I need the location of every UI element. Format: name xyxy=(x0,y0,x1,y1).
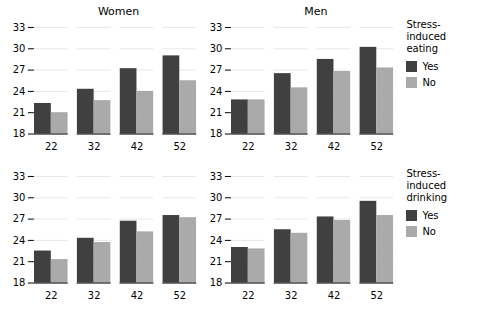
svg-text:22: 22 xyxy=(242,290,255,301)
html-text:Stress- induced eating: Stress- induced eating xyxy=(406,19,447,54)
svg-text:30: 30 xyxy=(13,192,26,203)
html-text:Stress- induced drinking: Stress- induced drinking xyxy=(406,168,448,204)
svg-text:22: 22 xyxy=(45,141,58,152)
svg-text:42: 42 xyxy=(131,290,144,301)
svg-text:30: 30 xyxy=(210,192,223,203)
svg-text:52: 52 xyxy=(371,141,384,152)
svg-text:21: 21 xyxy=(13,107,26,118)
svg-text:24: 24 xyxy=(13,86,26,97)
html-text:No: No xyxy=(422,226,436,238)
svg-text:27: 27 xyxy=(13,64,26,75)
svg-text:32: 32 xyxy=(88,141,101,152)
html-text:No: No xyxy=(422,77,436,88)
svg-text:27: 27 xyxy=(210,64,223,75)
svg-text:33: 33 xyxy=(13,22,26,33)
svg-text:22: 22 xyxy=(242,141,255,152)
svg-text:18: 18 xyxy=(13,128,26,139)
svg-text:52: 52 xyxy=(173,141,186,152)
svg-text:18: 18 xyxy=(13,278,26,289)
svg-text:24: 24 xyxy=(210,86,223,97)
svg-text:52: 52 xyxy=(371,290,384,301)
svg-text:32: 32 xyxy=(285,141,298,152)
html-text:Yes: Yes xyxy=(422,210,439,222)
svg-text:22: 22 xyxy=(45,290,58,301)
svg-text:33: 33 xyxy=(210,22,223,33)
svg-text:21: 21 xyxy=(210,107,223,118)
html-text:Men: Men xyxy=(304,5,328,18)
svg-text:33: 33 xyxy=(13,171,26,182)
svg-text:24: 24 xyxy=(13,235,26,246)
html-text:Women: Women xyxy=(97,5,140,18)
svg-text:21: 21 xyxy=(13,256,26,267)
svg-text:32: 32 xyxy=(88,290,101,301)
svg-text:18: 18 xyxy=(210,278,223,289)
svg-text:30: 30 xyxy=(13,43,26,54)
svg-text:21: 21 xyxy=(210,256,223,267)
svg-text:52: 52 xyxy=(173,290,186,301)
svg-text:30: 30 xyxy=(210,43,223,54)
svg-text:42: 42 xyxy=(131,141,144,152)
svg-text:42: 42 xyxy=(328,141,341,152)
svg-text:27: 27 xyxy=(13,214,26,225)
svg-text:32: 32 xyxy=(285,290,298,301)
svg-text:24: 24 xyxy=(210,235,223,246)
html-text:Yes: Yes xyxy=(422,61,439,72)
svg-text:33: 33 xyxy=(210,171,223,182)
svg-text:27: 27 xyxy=(210,214,223,225)
svg-text:42: 42 xyxy=(328,290,341,301)
svg-text:18: 18 xyxy=(210,128,223,139)
